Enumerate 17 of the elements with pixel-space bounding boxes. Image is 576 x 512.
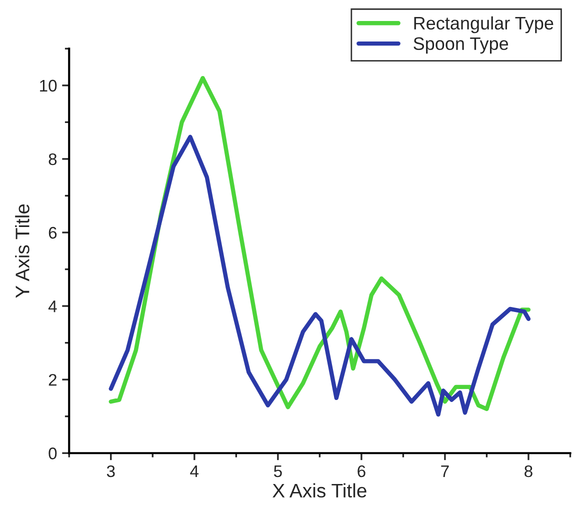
x-tick-label: 3 <box>106 465 115 478</box>
y-tick-label: 8 <box>48 153 57 166</box>
line-series <box>108 134 531 417</box>
x-tick-label: 7 <box>441 466 449 478</box>
legend-label: Spoon Type <box>414 37 508 54</box>
y-tick-label: 6 <box>48 226 57 239</box>
y-tick-label: 10 <box>40 80 57 92</box>
x-tick-label: 5 <box>274 466 282 478</box>
x-tick-label: 6 <box>358 465 366 478</box>
legend-label: Rectangular Type <box>414 16 554 34</box>
x-axis-title: X Axis Title <box>272 483 366 498</box>
y-tick-label: 4 <box>48 300 57 312</box>
x-tick-label: 4 <box>190 466 199 478</box>
y-axis-title: Y Axis Title <box>15 204 30 298</box>
y-tick-label: 0 <box>48 448 57 460</box>
x-tick-label: 8 <box>524 465 532 478</box>
y-tick-label: 2 <box>48 374 56 386</box>
